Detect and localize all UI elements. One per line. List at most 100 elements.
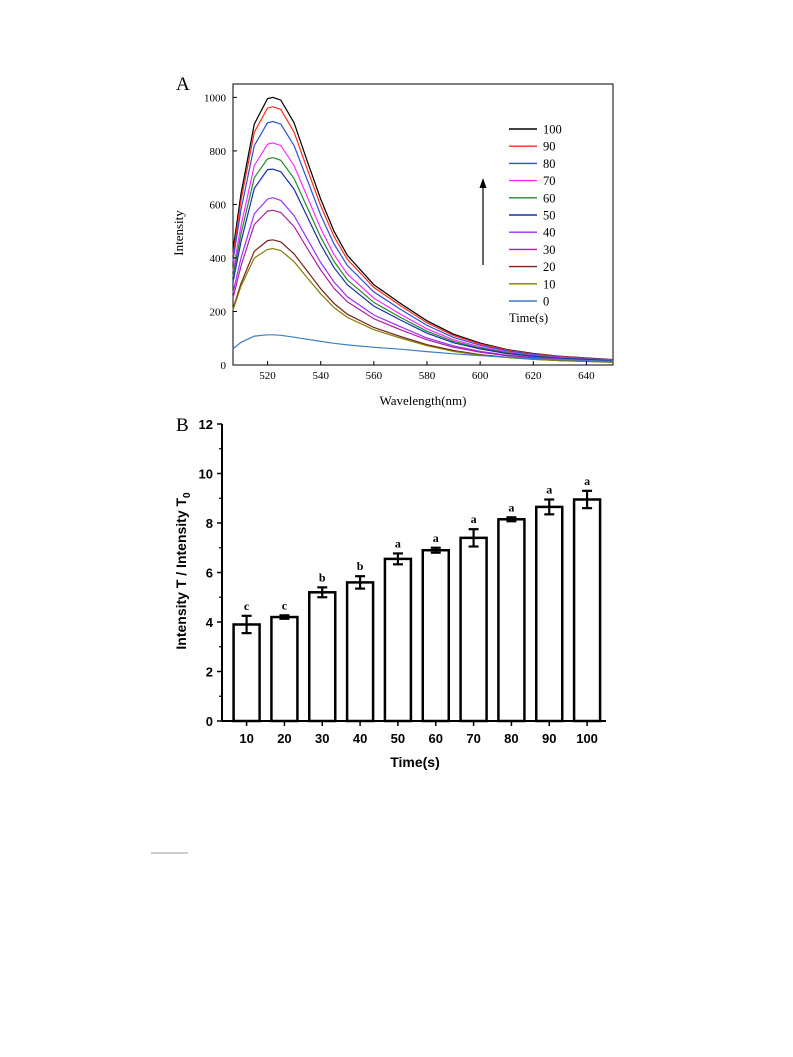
y-tick-label: 600 [210, 199, 227, 211]
y-tick-label: 800 [210, 146, 227, 158]
panel-b-label: B [176, 415, 189, 436]
y-tick-label: 12 [199, 417, 213, 432]
series-line-10 [232, 247, 614, 363]
x-tick-label: 20 [277, 731, 291, 746]
y-tick-label: 8 [206, 516, 213, 531]
bar [383, 557, 413, 723]
legend-item-70: 70 [509, 174, 556, 188]
bar [497, 518, 526, 723]
legend-label: 30 [543, 243, 556, 257]
series-line-30 [232, 209, 614, 363]
bar-group-60: a 60 [421, 531, 451, 746]
x-tick-label: 40 [353, 731, 367, 746]
x-tick-label: 100 [576, 731, 598, 746]
legend-item-100: 100 [509, 123, 562, 137]
significance-letter: a [584, 474, 590, 488]
legend-label: 100 [543, 123, 562, 137]
y-tick-label: 6 [206, 566, 213, 581]
legend-label: 70 [543, 174, 556, 188]
bar [345, 581, 375, 723]
significance-letter: a [395, 536, 401, 550]
y-title-main: Intensity T / Intensity T [173, 497, 189, 649]
panel-b-bars: c 10 c 20 b 30 b 40 a 50 a 60 a 70 a 80 a 90 a 100 [232, 474, 602, 746]
legend-item-80: 80 [509, 157, 556, 171]
x-tick-label: 10 [239, 731, 253, 746]
series-line-70 [232, 142, 614, 362]
bar [232, 623, 261, 723]
legend-item-90: 90 [509, 140, 556, 154]
legend-item-40: 40 [509, 226, 556, 240]
x-tick-label: 30 [315, 731, 329, 746]
y-tick-label: 0 [221, 360, 227, 372]
legend-label: 90 [543, 140, 556, 154]
bar [270, 615, 299, 723]
bar-group-90: a 90 [535, 482, 564, 746]
significance-letter: a [546, 482, 552, 496]
panel-b-y-axis: 0 2 4 6 8 10 12 [199, 417, 222, 729]
legend-label: 40 [543, 226, 556, 240]
y-title-subscript: 0 [182, 492, 193, 498]
y-tick-label: 400 [210, 253, 227, 265]
bar-group-40: b 40 [345, 559, 375, 746]
bar-group-20: c 20 [270, 598, 299, 746]
x-tick-label: 540 [312, 370, 329, 382]
significance-letter: a [508, 500, 514, 514]
series-line-60 [232, 156, 614, 362]
legend-item-0: 0 [509, 295, 549, 309]
y-tick-label: 200 [210, 306, 227, 318]
legend-item-50: 50 [509, 209, 556, 223]
panel-a-y-axis: 0 200 400 600 800 1000 [204, 92, 237, 372]
bar-group-30: b 30 [308, 570, 337, 746]
x-tick-label: 50 [391, 731, 405, 746]
legend-item-10: 10 [509, 277, 556, 291]
panel-b-x-axis-title: Time(s) [390, 754, 440, 770]
series-line-80 [232, 120, 614, 361]
significance-letter: a [433, 531, 439, 545]
legend-item-60: 60 [509, 191, 556, 205]
x-tick-label: 90 [542, 731, 556, 746]
significance-letter: b [319, 570, 326, 584]
y-tick-label: 2 [206, 665, 213, 680]
x-tick-label: 640 [578, 370, 595, 382]
legend-label: 80 [543, 157, 556, 171]
legend-label: 10 [543, 277, 556, 291]
series-line-90 [232, 106, 614, 361]
x-tick-label: 80 [504, 731, 518, 746]
panel-b-y-axis-title: Intensity T / Intensity T0 [173, 492, 193, 650]
bar-group-70: a 70 [459, 512, 488, 746]
legend-item-30: 30 [509, 243, 556, 257]
legend-item-20: 20 [509, 260, 556, 274]
significance-letter: c [282, 598, 288, 612]
bar [535, 505, 564, 723]
significance-letter: c [244, 599, 250, 613]
y-tick-label: 1000 [204, 92, 227, 104]
panel-a-x-axis: 520 540 560 580 600 620 640 [259, 361, 595, 382]
bar-group-80: a 80 [497, 500, 526, 746]
panel-a-plot-frame [232, 83, 614, 366]
bar [572, 498, 602, 723]
bar [459, 536, 488, 723]
y-tick-label: 0 [206, 714, 213, 729]
increase-arrow-icon [479, 178, 487, 265]
x-tick-label: 600 [472, 370, 489, 382]
y-tick-label: 10 [199, 467, 213, 482]
x-tick-label: 620 [525, 370, 542, 382]
bar [308, 591, 337, 723]
legend-label: 0 [543, 295, 549, 309]
legend-label: 20 [543, 260, 556, 274]
panel-a-x-axis-title: Wavelength(nm) [379, 393, 466, 408]
series-line-50 [232, 168, 614, 362]
legend-label: 50 [543, 209, 556, 223]
x-tick-label: 60 [429, 731, 443, 746]
bar [421, 548, 451, 723]
significance-letter: a [471, 512, 477, 526]
legend-title: Time(s) [509, 311, 548, 325]
y-tick-label: 4 [206, 615, 214, 630]
bar-group-50: a 50 [383, 536, 413, 746]
bar-group-100: a 100 [572, 474, 602, 746]
panel-a-line-chart: A 520 540 560 580 600 620 640 0200400600800100… [171, 74, 614, 408]
x-tick-label: 70 [466, 731, 480, 746]
